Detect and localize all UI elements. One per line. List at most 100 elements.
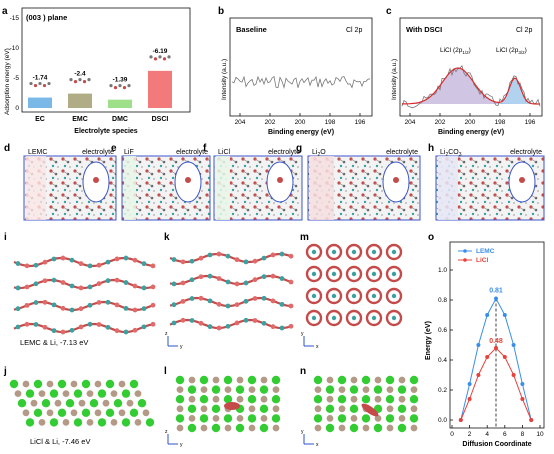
svg-text:x: x	[316, 442, 319, 448]
chain-atom	[189, 277, 195, 283]
chain-atom	[243, 298, 249, 304]
bar-category-label: EC	[35, 116, 45, 123]
chain-atom	[33, 262, 39, 268]
li-atom	[397, 423, 407, 433]
chain-atom	[123, 329, 129, 335]
chain-atom	[198, 320, 204, 326]
cl-atom	[410, 405, 418, 413]
panel-a-yticks: 0 -5 -10 -15	[10, 15, 20, 112]
ring-center-atom	[311, 271, 317, 277]
chain-atom	[279, 276, 285, 281]
bar-molecule-atom	[109, 84, 113, 88]
cl-atom	[176, 405, 184, 413]
bar-molecule-atom	[82, 80, 87, 84]
panel-c-peak2-label: LiCl (2p3/2)	[496, 47, 527, 55]
li-atom	[121, 389, 131, 398]
panel-letter-n: n	[300, 366, 306, 377]
cl-atom	[362, 424, 370, 432]
panel-letter-m: m	[300, 232, 309, 243]
ring-unit	[345, 309, 363, 327]
cl-atom	[78, 399, 86, 407]
cl-atom	[14, 390, 22, 397]
panel-c: c With DSCI Cl 2p Intensity (a.u.) LiCl …	[386, 6, 543, 136]
chain-atom	[234, 320, 240, 326]
cl-atom	[110, 390, 118, 397]
licl-barrier-label: 0.48	[489, 338, 503, 345]
chain-atom	[60, 280, 66, 285]
cl-atom	[374, 415, 382, 422]
chain-atom	[288, 323, 294, 329]
ring-unit	[385, 309, 403, 327]
ring-center-atom	[331, 293, 337, 299]
li-atom	[211, 404, 221, 413]
panel-letter-e: e	[111, 143, 117, 154]
ring-center-atom	[311, 293, 317, 299]
panel-letter-b: b	[218, 6, 224, 17]
li-atom	[199, 395, 209, 404]
panel-f-left-label: LiCl	[218, 149, 231, 156]
li-atom	[187, 423, 197, 433]
ring-center-atom	[331, 271, 337, 277]
ring-unit	[345, 265, 363, 283]
cl-atom	[224, 386, 232, 393]
li-atom	[17, 399, 27, 408]
chain-atom	[180, 259, 186, 265]
ytick-label: 0.6	[438, 327, 447, 334]
cl-atom	[200, 386, 208, 393]
li-atom	[121, 418, 131, 427]
panel-o-points	[458, 296, 534, 422]
chain-atom	[15, 324, 21, 330]
cl-atom	[70, 380, 78, 388]
cl-atom	[38, 390, 46, 397]
li-atom	[349, 404, 359, 413]
ring-unit	[385, 243, 403, 261]
axis-indicator-l: z y	[165, 429, 183, 448]
li-atom	[25, 389, 35, 398]
ring-unit	[365, 309, 383, 327]
bar-molecule-atom	[127, 84, 131, 88]
cl-atom	[22, 409, 30, 417]
chain-atom	[96, 281, 102, 287]
li-atom	[145, 418, 155, 427]
li-atom	[211, 423, 221, 433]
panel-o-legend: LEMC LiCl	[458, 248, 495, 264]
chain-atom	[87, 302, 93, 308]
cl-atom	[326, 395, 334, 403]
ytick-label: 0.2	[438, 387, 447, 394]
chain-atom	[141, 306, 147, 312]
chain-atom	[270, 273, 276, 279]
panel-a-ytick: -15	[10, 15, 20, 22]
chain-atom	[78, 261, 84, 267]
chain-atom	[132, 327, 138, 333]
chain-atom	[243, 280, 249, 286]
cl-atom	[30, 399, 38, 407]
panel-a-xlabel: Electrolyte species	[74, 128, 138, 135]
cl-atom	[188, 415, 196, 422]
chain-atom	[132, 257, 138, 263]
chain-atom	[33, 300, 39, 305]
li-atom	[97, 389, 107, 398]
panel-i-structure	[13, 255, 156, 335]
panel-a-xlabels: EC EMC DMC DSCI	[35, 116, 168, 123]
bar-ec	[28, 97, 52, 108]
cl-atom	[200, 424, 208, 432]
li-atom	[385, 395, 395, 404]
panel-c-xticks: 204 202 200 198 196	[405, 113, 536, 126]
chain-atom	[216, 325, 222, 331]
li-atom	[223, 395, 233, 404]
chain-atom	[288, 303, 294, 309]
chain-atom	[171, 302, 177, 308]
chain-atom	[234, 302, 240, 308]
cl-atom	[350, 415, 358, 422]
panel-b-frame	[229, 17, 373, 117]
bar-molecule-atom	[33, 83, 38, 88]
xtick-label: 204	[405, 119, 416, 126]
chain-atom	[42, 324, 48, 330]
cl-atom	[188, 395, 196, 403]
panel-letter-i: i	[4, 232, 7, 243]
cl-atom	[248, 424, 256, 432]
li-atom	[199, 414, 209, 423]
li-atom	[97, 418, 107, 427]
chain-atom	[132, 283, 138, 289]
ring-unit	[345, 287, 363, 305]
